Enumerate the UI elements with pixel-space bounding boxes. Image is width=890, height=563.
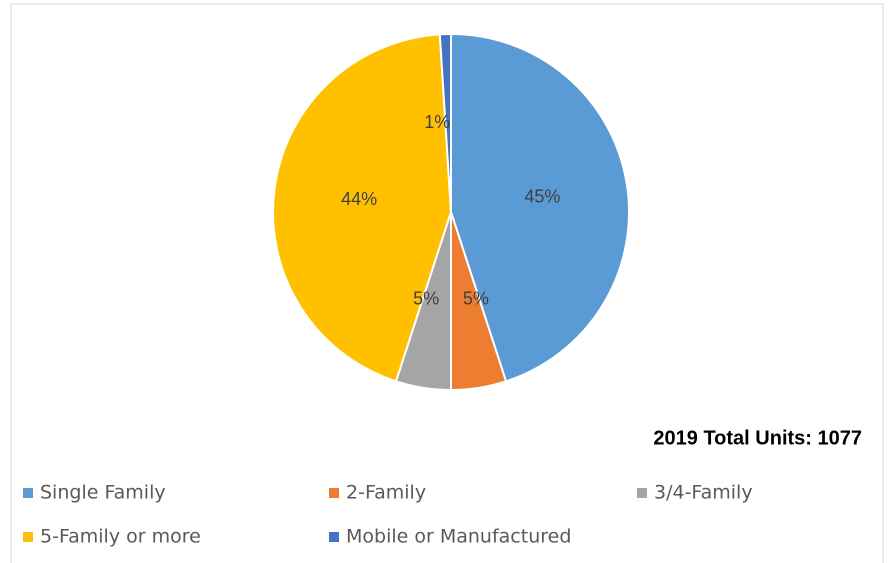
legend-label: 5-Family or more [40,526,201,548]
pie-slice [450,32,630,383]
legend-marker [329,532,339,542]
data-label: 44% [341,189,377,209]
data-label: 45% [524,186,560,206]
data-label: 5% [413,289,439,309]
legend-marker [23,532,33,542]
annotation: 2019 Total Units: 1077 [653,427,862,449]
legend-label: Single Family [40,482,166,504]
legend-marker [637,488,647,498]
pie-slice [438,32,452,213]
legend-marker [329,488,339,498]
legend-label: 2-Family [346,482,426,504]
legend-label: 3/4-Family [654,482,753,504]
data-label: 5% [463,289,489,309]
legend-label: Mobile or Manufactured [346,526,571,548]
pie-slice [272,33,453,383]
legend-marker [23,488,33,498]
data-label: 1% [424,112,450,132]
